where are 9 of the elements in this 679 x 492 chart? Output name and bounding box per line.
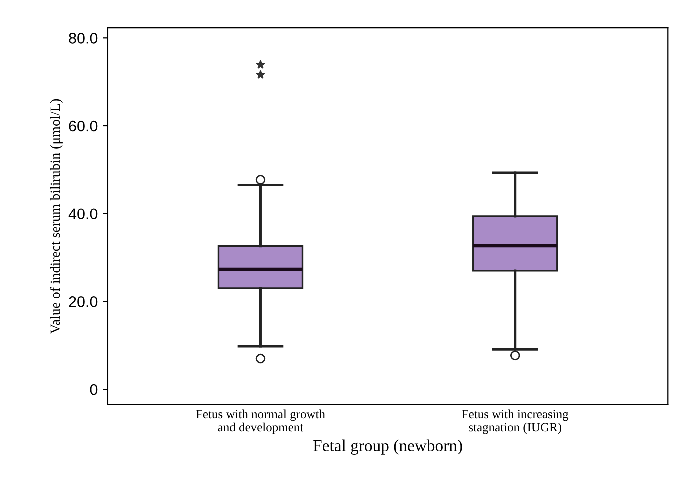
x-tick-label: Fetus with normal growth and development [196,410,326,434]
y-tick-label: 60.0 [69,120,98,132]
x-axis-title: Fetal group (newborn) [314,440,462,455]
y-tick-label: 20.0 [69,296,98,308]
y-tick-label: 40.0 [68,208,98,220]
x-tick-label: Fetus with increasing stagnation (IUGR) [462,410,569,434]
y-tick-label: 0 [90,384,98,396]
y-tick-label: 80.0 [69,33,98,44]
y-axis-title: Value of indirect serum bilirubin (μmol/L) [50,99,63,334]
